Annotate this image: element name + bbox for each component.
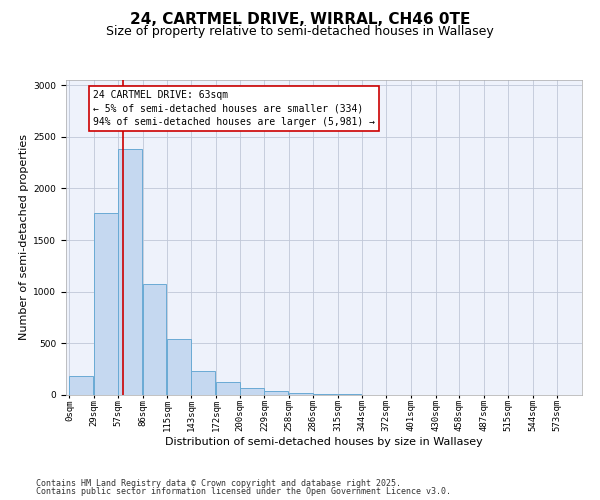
Bar (313, 394, 337, 395)
Text: Contains HM Land Registry data © Crown copyright and database right 2025.: Contains HM Land Registry data © Crown c… (36, 478, 401, 488)
Bar (70, 376, 93, 395)
Text: Size of property relative to semi-detached houses in Wallasey: Size of property relative to semi-detach… (106, 25, 494, 38)
Bar (240, 388, 263, 395)
Text: Contains public sector information licensed under the Open Government Licence v3: Contains public sector information licen… (36, 487, 451, 496)
Text: 24 CARTMEL DRIVE: 63sqm
← 5% of semi-detached houses are smaller (334)
94% of se: 24 CARTMEL DRIVE: 63sqm ← 5% of semi-det… (93, 90, 375, 126)
Bar (191, 370, 215, 395)
Y-axis label: Number of semi-detached properties: Number of semi-detached properties (19, 134, 29, 340)
Bar (338, 394, 361, 395)
Bar (167, 339, 191, 395)
Bar (216, 382, 240, 395)
Text: 24, CARTMEL DRIVE, WIRRAL, CH46 0TE: 24, CARTMEL DRIVE, WIRRAL, CH46 0TE (130, 12, 470, 28)
X-axis label: Distribution of semi-detached houses by size in Wallasey: Distribution of semi-detached houses by … (165, 437, 483, 447)
Bar (118, 149, 142, 395)
Bar (143, 284, 166, 395)
Bar (94, 213, 118, 395)
Bar (289, 393, 313, 395)
Bar (265, 391, 288, 395)
